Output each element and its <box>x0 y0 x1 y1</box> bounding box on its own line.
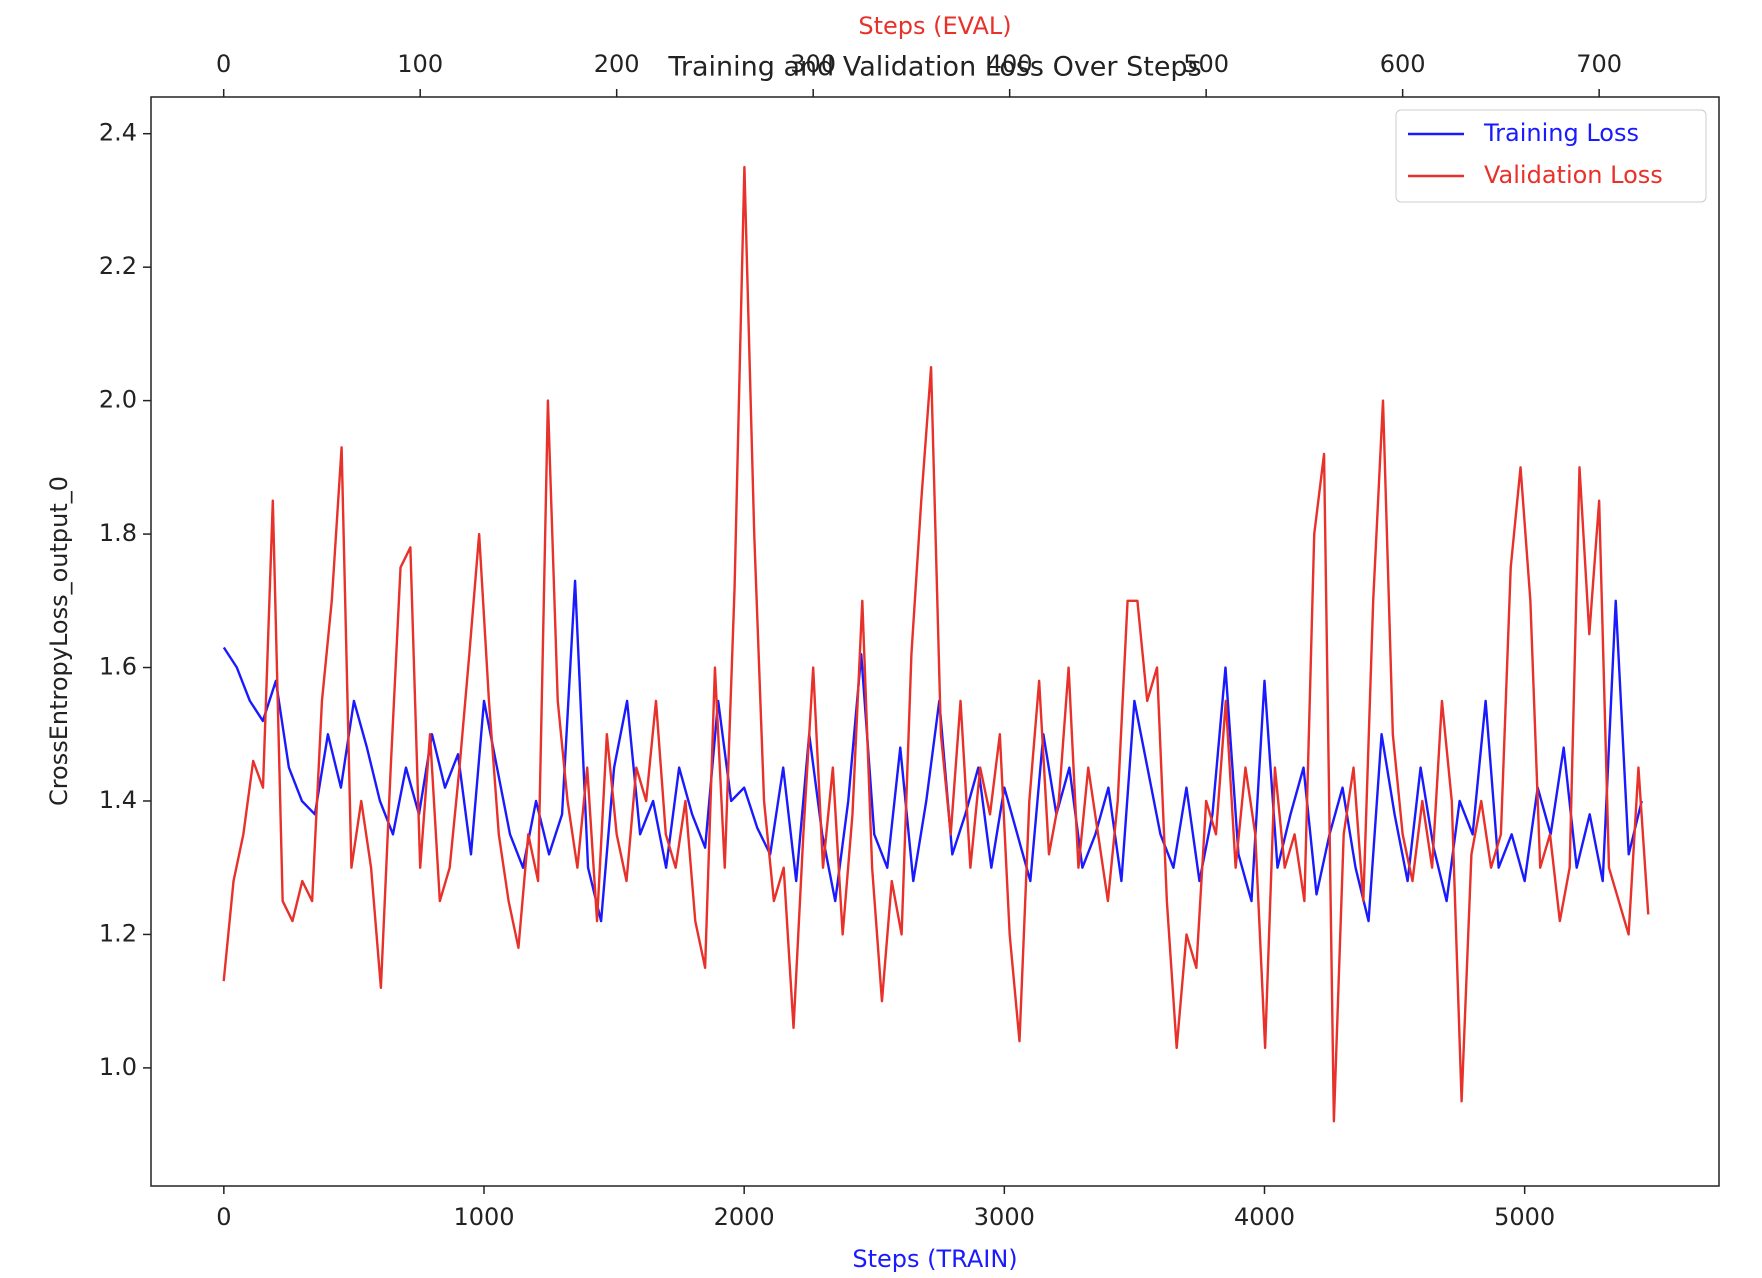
y-tick-label: 1.8 <box>99 519 137 547</box>
x2-axis-label: Steps (EVAL) <box>858 12 1011 40</box>
y-tick-label: 2.4 <box>99 119 137 147</box>
x-tick-label: 0 <box>216 1203 231 1231</box>
y-tick-label: 1.4 <box>99 786 137 814</box>
y-tick-label: 2.0 <box>99 386 137 414</box>
x-tick-label: 2000 <box>714 1203 775 1231</box>
x-tick-label: 4000 <box>1234 1203 1295 1231</box>
legend-label: Training Loss <box>1483 119 1639 147</box>
chart-title: Training and Validation Loss Over Steps <box>667 52 1201 83</box>
x-tick-label: 5000 <box>1494 1203 1555 1231</box>
x-tick-label: 1000 <box>453 1203 514 1231</box>
x2-tick-label: 500 <box>1183 50 1229 78</box>
legend-label: Validation Loss <box>1484 161 1663 189</box>
y-tick-label: 2.2 <box>99 252 137 280</box>
y-tick-label: 1.0 <box>99 1053 137 1081</box>
x2-tick-label: 100 <box>397 50 443 78</box>
y-axis-label: CrossEntropyLoss_output_0 <box>45 476 73 806</box>
x2-tick-label: 700 <box>1576 50 1622 78</box>
x2-tick-label: 600 <box>1380 50 1426 78</box>
y-tick-label: 1.6 <box>99 653 137 681</box>
x2-tick-label: 0 <box>216 50 231 78</box>
y-tick-label: 1.2 <box>99 919 137 947</box>
x-axis-label: Steps (TRAIN) <box>852 1245 1017 1273</box>
legend-box <box>1395 109 1707 203</box>
x2-tick-label: 400 <box>987 50 1033 78</box>
x2-tick-label: 300 <box>790 50 836 78</box>
x-tick-label: 3000 <box>974 1203 1035 1231</box>
plot-frame <box>150 96 1720 1187</box>
series-line <box>222 165 1650 1123</box>
x2-tick-label: 200 <box>594 50 640 78</box>
